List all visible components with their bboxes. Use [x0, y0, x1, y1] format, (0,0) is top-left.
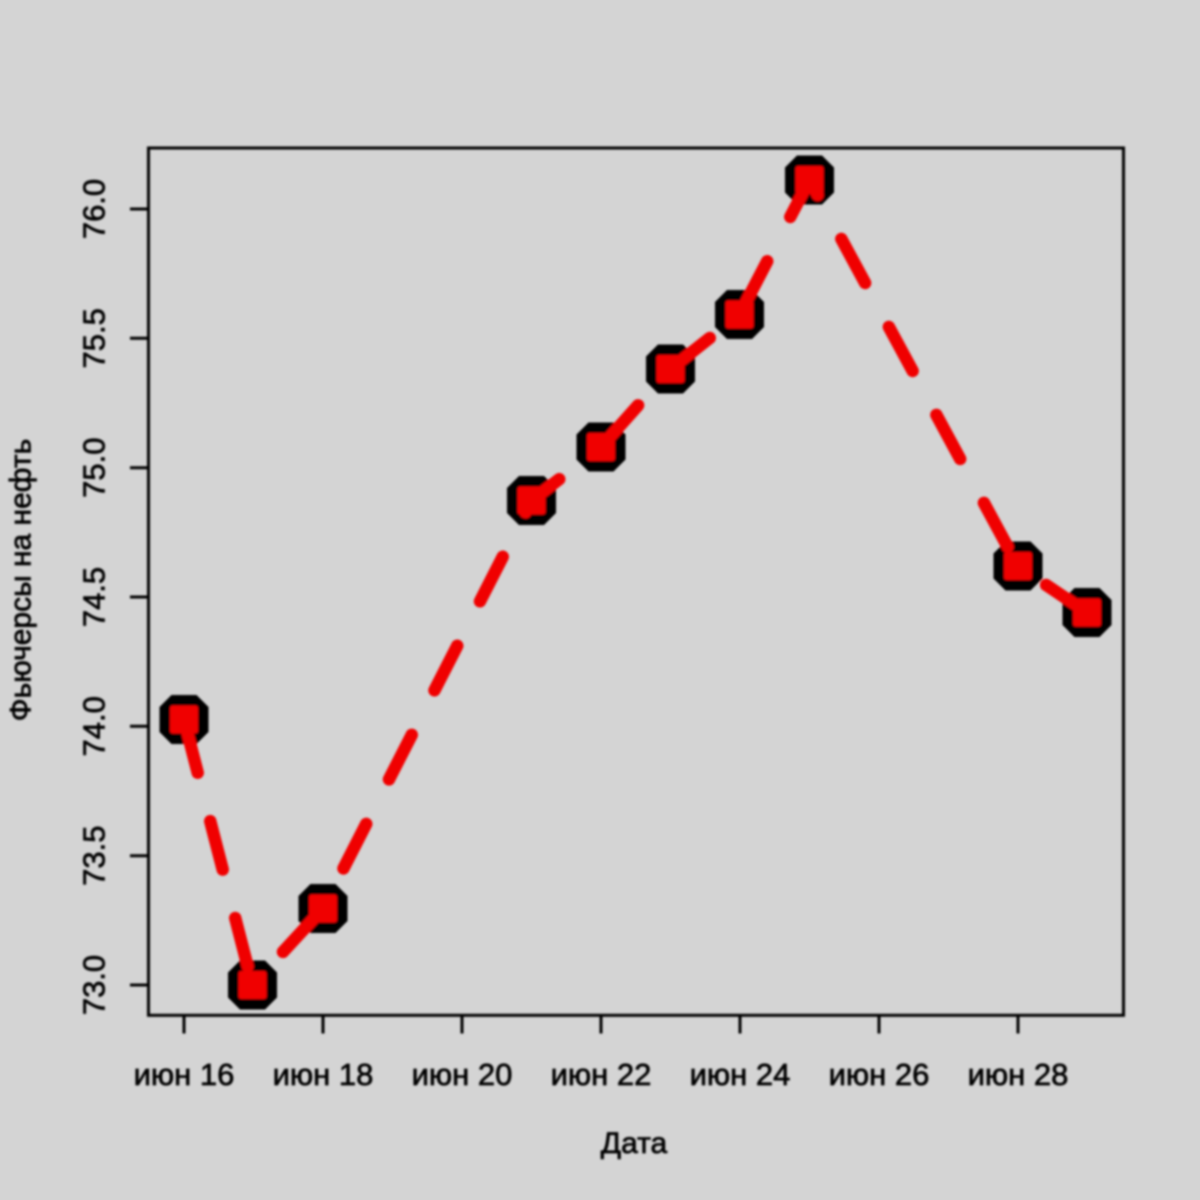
svg-text:75.5: 75.5: [77, 308, 112, 368]
svg-text:74.5: 74.5: [77, 567, 112, 627]
svg-text:Дата: Дата: [601, 1127, 668, 1160]
svg-text:июн 24: июн 24: [690, 1057, 791, 1092]
svg-text:73.0: 73.0: [77, 955, 112, 1015]
svg-text:73.5: 73.5: [77, 826, 112, 886]
svg-text:июн 16: июн 16: [134, 1057, 235, 1092]
svg-text:июн 18: июн 18: [273, 1057, 374, 1092]
svg-text:Фьючерсы на нефть: Фьючерсы на нефть: [5, 439, 38, 721]
svg-text:74.0: 74.0: [77, 696, 112, 756]
svg-text:июн 20: июн 20: [412, 1057, 513, 1092]
svg-text:июн 22: июн 22: [551, 1057, 652, 1092]
svg-text:июн 26: июн 26: [829, 1057, 930, 1092]
svg-text:76.0: 76.0: [77, 179, 112, 239]
svg-text:75.0: 75.0: [77, 438, 112, 498]
svg-text:июн 28: июн 28: [968, 1057, 1069, 1092]
